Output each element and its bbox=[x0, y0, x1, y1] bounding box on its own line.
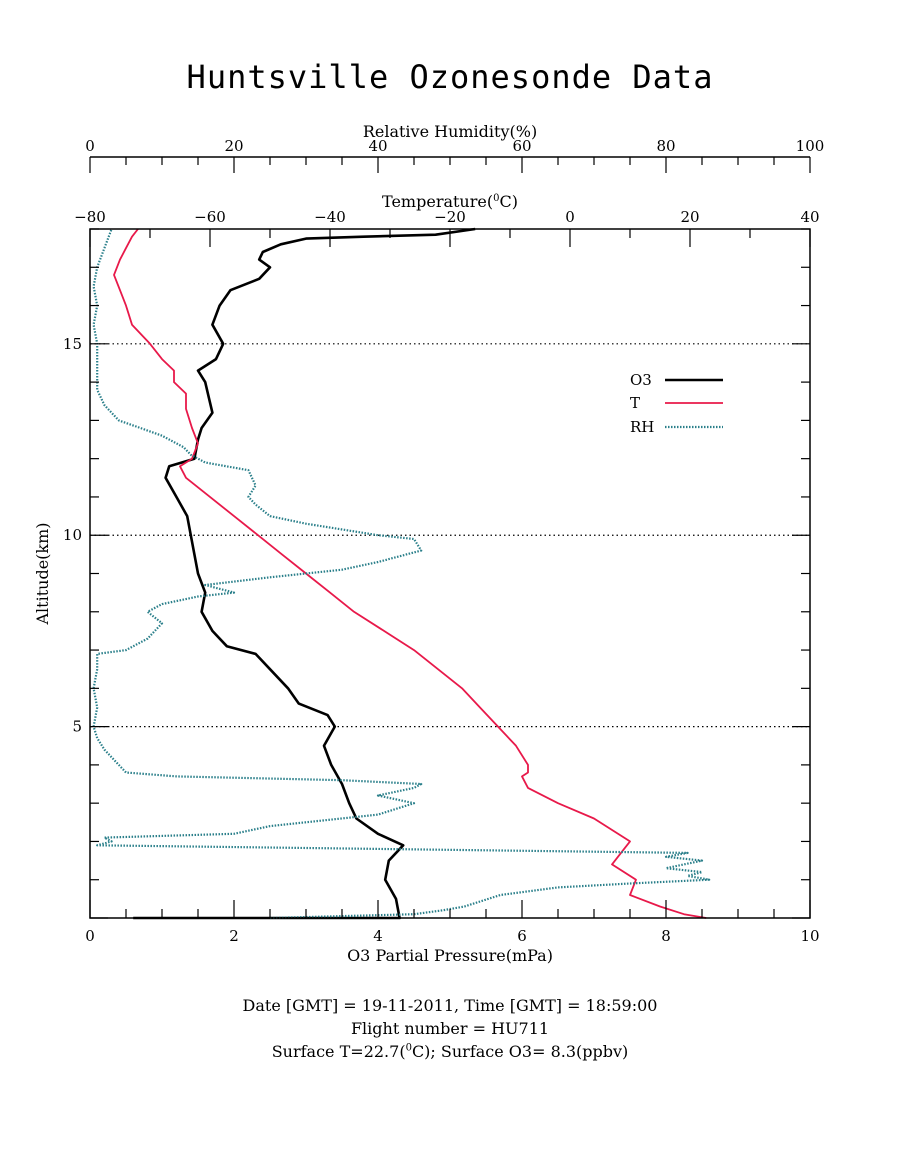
series-line-o3 bbox=[133, 227, 476, 920]
y-tick-label-10: 10 bbox=[63, 526, 82, 544]
temperature-tick-label--20: −20 bbox=[434, 208, 466, 226]
o3-axis-label: O3 Partial Pressure(mPa) bbox=[347, 946, 553, 965]
rh-tick-label-0: 0 bbox=[85, 137, 95, 155]
o3-tick-label-10: 10 bbox=[800, 927, 819, 945]
temperature-tick-label--60: −60 bbox=[194, 208, 226, 226]
series-line-t bbox=[113, 228, 707, 919]
rh-tick-label-40: 40 bbox=[368, 137, 387, 155]
footer-surface-sup: 0 bbox=[405, 1042, 412, 1054]
o3-tick-label-8: 8 bbox=[661, 927, 671, 945]
temperature-tick-label--80: −80 bbox=[74, 208, 106, 226]
footer-surface-pre: Surface T=22.7( bbox=[271, 1042, 406, 1061]
temperature-tick-label-0: 0 bbox=[565, 208, 575, 226]
footer-surface-post: C); Surface O3= 8.3(ppbv) bbox=[411, 1042, 629, 1061]
temperature-tick-label--40: −40 bbox=[314, 208, 346, 226]
sonde-chart: 5 10 15 Altitude(km) 0 2 4 6 8 10 O3 Partial Press… bbox=[33, 122, 824, 965]
series-layer bbox=[92, 227, 711, 920]
o3-tick-label-6: 6 bbox=[517, 927, 527, 945]
legend-label-o3: O3 bbox=[630, 371, 652, 389]
rh-axis-label: Relative Humidity(%) bbox=[363, 122, 537, 141]
o3-tick-label-0: 0 bbox=[85, 927, 95, 945]
page-title: Huntsville Ozonesonde Data bbox=[186, 58, 714, 96]
grid-lines bbox=[90, 343, 810, 728]
y-tick-label-15: 15 bbox=[63, 335, 82, 353]
temperature-axis-label: Temperature(0C) bbox=[382, 192, 518, 211]
rh-tick-label-100: 100 bbox=[796, 137, 825, 155]
axes-layer: 5 10 15 Altitude(km) 0 2 4 6 8 10 O3 Partial Press… bbox=[33, 122, 824, 965]
rh-tick-label-80: 80 bbox=[656, 137, 675, 155]
rh-tick-label-60: 60 bbox=[512, 137, 531, 155]
rh-tick-label-20: 20 bbox=[224, 137, 243, 155]
y-tick-label-5: 5 bbox=[72, 718, 82, 736]
temperature-tick-label-40: 40 bbox=[800, 208, 819, 226]
footer-date-time: Date [GMT] = 19-11-2011, Time [GMT] = 18… bbox=[242, 996, 658, 1015]
temperature-tick-label-20: 20 bbox=[680, 208, 699, 226]
series-line-rh bbox=[92, 228, 711, 920]
legend-label-rh: RH bbox=[630, 418, 654, 436]
legend-label-t: T bbox=[630, 394, 640, 412]
footer-flight-number: Flight number = HU711 bbox=[350, 1019, 550, 1038]
o3-tick-label-2: 2 bbox=[229, 927, 239, 945]
legend: O3 T RH bbox=[630, 371, 723, 436]
o3-tick-label-4: 4 bbox=[373, 927, 383, 945]
y-axis-label: Altitude(km) bbox=[33, 522, 52, 625]
footer-surface-values: Surface T=22.7(0C); Surface O3= 8.3(ppbv… bbox=[0, 1042, 900, 1061]
